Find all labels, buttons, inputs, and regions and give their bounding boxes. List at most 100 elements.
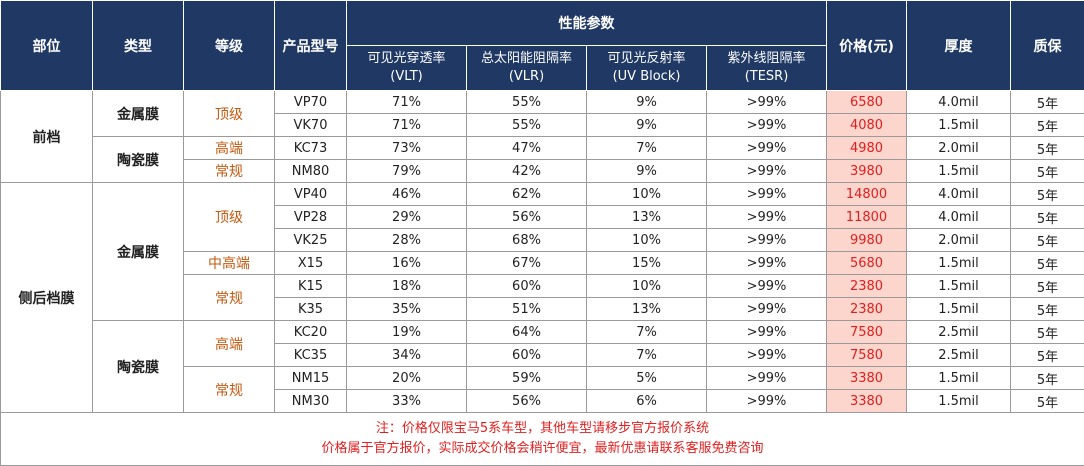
uv-block-cell: 10% <box>586 228 707 252</box>
warranty-cell: 5年 <box>1010 343 1084 367</box>
table-row: KC35 34% 60% 7% >99% 7580 2.5mil 5年 <box>1 343 1084 367</box>
metric-abbr: (TESR) <box>744 69 789 84</box>
part-cell: 前档 <box>0 90 93 183</box>
price-cell: 4980 <box>826 136 907 160</box>
grade-cell: 高端 <box>183 136 275 160</box>
grade-cell: 顶级 <box>183 182 275 252</box>
metric-abbr: (VLR) <box>508 69 545 84</box>
header-cell: 等级 <box>183 0 275 91</box>
thickness-cell: 1.5mil <box>906 297 1011 321</box>
metric-header: 可见光反射率 (UV Block) <box>586 45 707 91</box>
model-cell: KC20 <box>274 320 347 344</box>
vlr-cell: 59% <box>466 366 587 390</box>
grade-cell: 常规 <box>183 366 275 413</box>
type-cell: 金属膜 <box>92 182 184 321</box>
vlt-cell: 19% <box>346 320 467 344</box>
warranty-cell: 5年 <box>1010 90 1084 114</box>
model-cell: NM15 <box>274 366 347 390</box>
uv-block-cell: 15% <box>586 251 707 275</box>
vlr-cell: 62% <box>466 182 587 206</box>
uv-block-cell: 10% <box>586 182 707 206</box>
warranty-cell: 5年 <box>1010 228 1084 252</box>
header-cell: 类型 <box>92 0 184 91</box>
header-row: 可见光穿透率 (VLT) 总太阳能阻隔率 (VLR) 可见光反射率 (UV Block) 紫… <box>1 45 1084 91</box>
notes-cell: 注：价格仅限宝马5系车型，其他车型请移步官方报价系统价格属于官方报价，实际成交价… <box>0 412 1084 466</box>
thickness-cell: 1.5mil <box>906 274 1011 298</box>
vlt-cell: 71% <box>346 113 467 137</box>
grade-cell: 高端 <box>183 320 275 367</box>
model-cell: X15 <box>274 251 347 275</box>
header-cell: 性能参数 <box>346 0 827 46</box>
uv-block-cell: 13% <box>586 297 707 321</box>
thickness-cell: 4.0mil <box>906 205 1011 229</box>
header-cell: 质保 <box>1010 0 1084 91</box>
type-cell: 陶瓷膜 <box>92 136 184 183</box>
warranty-cell: 5年 <box>1010 205 1084 229</box>
grade-cell: 常规 <box>183 274 275 321</box>
uv-block-cell: 10% <box>586 274 707 298</box>
tesr-cell: >99% <box>706 159 827 183</box>
table-row: VK25 28% 68% 10% >99% 9980 2.0mil 5年 <box>1 228 1084 252</box>
thickness-cell: 1.5mil <box>906 159 1011 183</box>
warranty-cell: 5年 <box>1010 136 1084 160</box>
thickness-cell: 2.5mil <box>906 320 1011 344</box>
model-cell: VP28 <box>274 205 347 229</box>
thickness-cell: 4.0mil <box>906 90 1011 114</box>
warranty-cell: 5年 <box>1010 274 1084 298</box>
vlt-cell: 79% <box>346 159 467 183</box>
header-row: 部位 类型 等级 产品型号 性能参数 价格(元) 厚度 质保 <box>0 0 1084 91</box>
price-cell: 6580 <box>826 90 907 114</box>
vlt-cell: 34% <box>346 343 467 367</box>
vlt-cell: 29% <box>346 205 467 229</box>
tesr-cell: >99% <box>706 251 827 275</box>
grade-cell: 顶级 <box>183 90 275 137</box>
price-cell: 5680 <box>826 251 907 275</box>
price-cell: 3380 <box>826 389 907 413</box>
note-line: 价格属于官方报价，实际成交价格会稍许便宜，最新优惠请联系客服免费咨询 <box>321 441 764 456</box>
vlr-cell: 51% <box>466 297 587 321</box>
uv-block-cell: 9% <box>586 113 707 137</box>
price-cell: 14800 <box>826 182 907 206</box>
table-row: 前档 金属膜 顶级 VP70 71% 55% 9% >99% 6580 4.0mil 5年 <box>0 90 1084 183</box>
table-row: VP28 29% 56% 13% >99% 11800 4.0mil 5年 <box>1 205 1084 229</box>
metric-abbr: (VLT) <box>390 69 423 84</box>
table-row: 常规 K15 18% 60% 10% >99% 2380 1.5mil 5年 <box>1 274 1084 321</box>
metric-name: 可见光反射率 <box>607 51 686 66</box>
vlr-cell: 67% <box>466 251 587 275</box>
vlr-cell: 56% <box>466 389 587 413</box>
price-cell: 3980 <box>826 159 907 183</box>
uv-block-cell: 6% <box>586 389 707 413</box>
tesr-cell: >99% <box>706 389 827 413</box>
model-cell: VP40 <box>274 182 347 206</box>
warranty-cell: 5年 <box>1010 297 1084 321</box>
header-cell: 产品型号 <box>274 0 347 91</box>
price-cell: 2380 <box>826 274 907 298</box>
model-cell: NM30 <box>274 389 347 413</box>
vlr-cell: 60% <box>466 343 587 367</box>
warranty-cell: 5年 <box>1010 182 1084 206</box>
tesr-cell: >99% <box>706 136 827 160</box>
thickness-cell: 2.0mil <box>906 136 1011 160</box>
vlt-cell: 46% <box>346 182 467 206</box>
vlr-cell: 55% <box>466 90 587 114</box>
uv-block-cell: 9% <box>586 159 707 183</box>
note-line: 注：价格仅限宝马5系车型，其他车型请移步官方报价系统 <box>375 421 710 436</box>
price-cell: 4080 <box>826 113 907 137</box>
table-row: 侧后档膜 金属膜 顶级 VP40 46% 62% 10% >99% 14800 4.0mil 5年 <box>0 182 1084 413</box>
vlr-cell: 56% <box>466 205 587 229</box>
header-cell: 部位 <box>0 0 93 91</box>
tesr-cell: >99% <box>706 205 827 229</box>
vlt-cell: 18% <box>346 274 467 298</box>
warranty-cell: 5年 <box>1010 389 1084 413</box>
thickness-cell: 1.5mil <box>906 389 1011 413</box>
tesr-cell: >99% <box>706 320 827 344</box>
vlr-cell: 47% <box>466 136 587 160</box>
tesr-cell: >99% <box>706 182 827 206</box>
metric-name: 可见光穿透率 <box>367 51 446 66</box>
table-row: 陶瓷膜 高端 KC20 19% 64% 7% >99% 7580 2.5mil 5年 <box>1 320 1084 413</box>
uv-block-cell: 9% <box>586 90 707 114</box>
tesr-cell: >99% <box>706 113 827 137</box>
model-cell: KC35 <box>274 343 347 367</box>
price-cell: 7580 <box>826 320 907 344</box>
warranty-cell: 5年 <box>1010 251 1084 275</box>
